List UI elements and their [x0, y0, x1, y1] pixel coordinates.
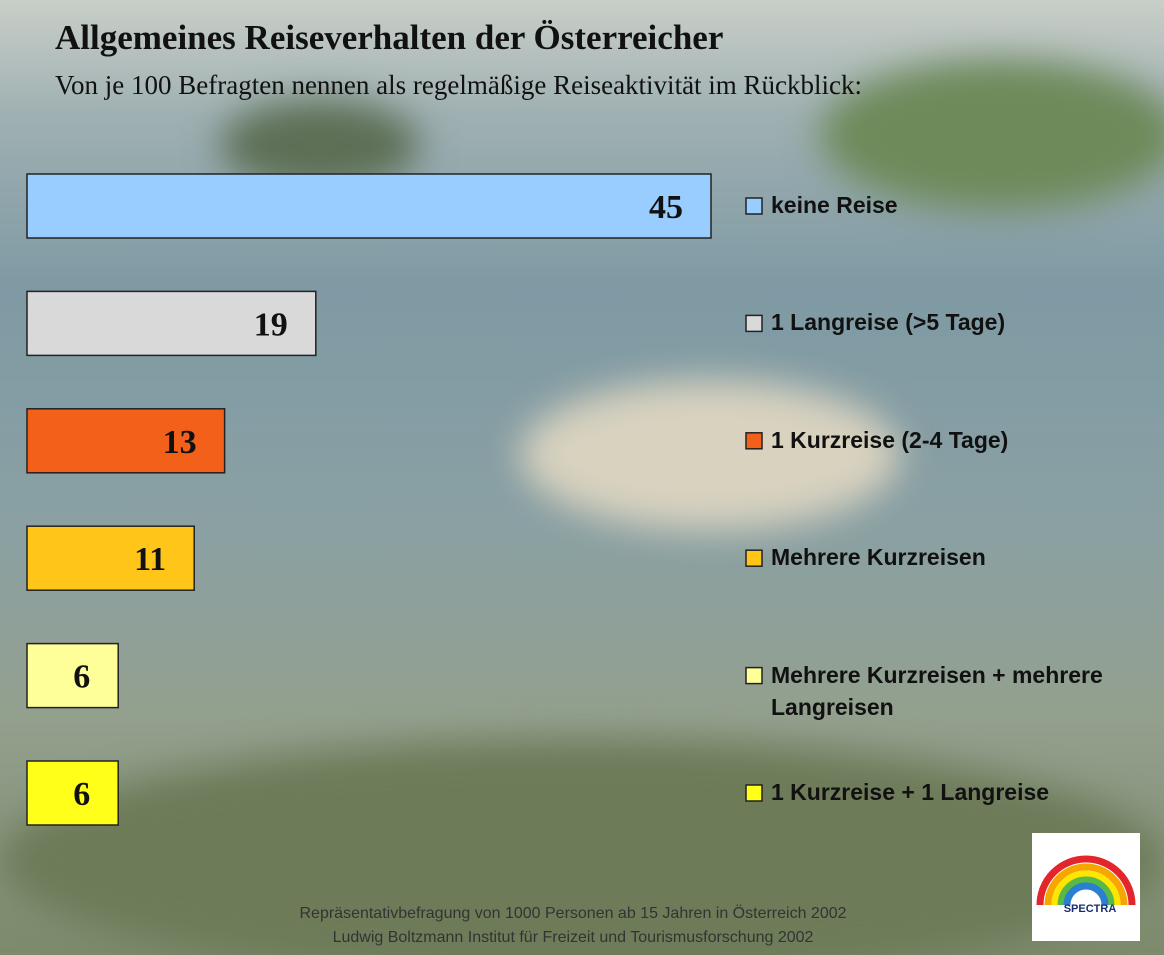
- value-label: 6: [73, 776, 90, 813]
- value-label: 13: [163, 424, 197, 461]
- legend-swatch: [746, 785, 762, 801]
- value-label: 11: [134, 541, 166, 578]
- legend-label: 1 Langreise (>5 Tage): [771, 306, 1116, 338]
- footnote: Repräsentativbefragung von 1000 Personen…: [0, 905, 1146, 923]
- legend-swatch: [746, 433, 762, 449]
- value-label: 6: [73, 659, 90, 696]
- bar: [27, 174, 711, 238]
- footnote: Ludwig Boltzmann Institut für Freizeit u…: [0, 929, 1146, 947]
- slide: Allgemeines Reiseverhalten der Österreic…: [0, 0, 1164, 955]
- chart: 45 19 13 11 6 6 SPECTRA: [0, 0, 1164, 955]
- value-label: 45: [649, 189, 683, 226]
- bar: [27, 526, 194, 590]
- legend-label: keine Reise: [771, 189, 1116, 221]
- legend-swatch: [746, 198, 762, 214]
- value-label: 19: [254, 306, 288, 343]
- legend-label: 1 Kurzreise (2-4 Tage): [771, 424, 1116, 456]
- legend-label: 1 Kurzreise + 1 Langreise: [771, 776, 1116, 808]
- logo: SPECTRA: [1032, 833, 1140, 941]
- legend-swatch: [746, 315, 762, 331]
- legend-swatch: [746, 668, 762, 684]
- legend-swatch: [746, 550, 762, 566]
- legend-label: Mehrere Kurzreisen + mehrere Langreisen: [771, 659, 1116, 723]
- legend-label: Mehrere Kurzreisen: [771, 541, 1116, 573]
